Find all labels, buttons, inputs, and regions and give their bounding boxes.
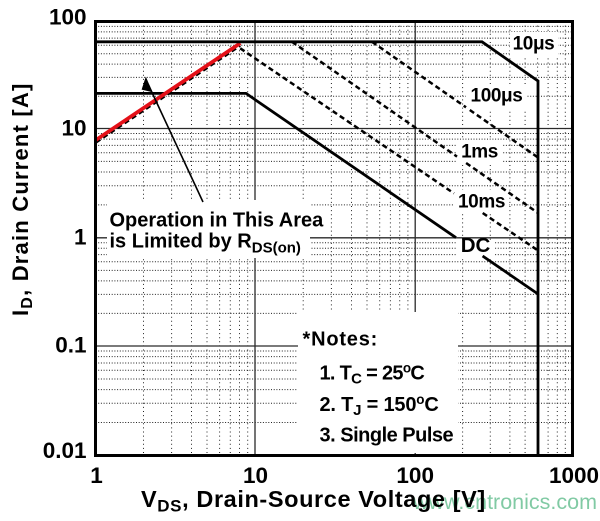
svg-text:1000: 1000: [549, 463, 599, 488]
svg-text:10: 10: [61, 116, 86, 141]
svg-text:10μs: 10μs: [513, 34, 555, 55]
svg-text:DC: DC: [461, 234, 491, 257]
svg-text:100: 100: [396, 463, 434, 488]
svg-text:10ms: 10ms: [458, 192, 505, 213]
svg-text:Operation in This Area: Operation in This Area: [110, 210, 325, 232]
svg-text:1: 1: [74, 225, 87, 250]
svg-text:VDS, Drain-Source Voltage [V]: VDS, Drain-Source Voltage [V]: [141, 486, 486, 516]
svg-text:0.01: 0.01: [43, 438, 87, 463]
svg-text:*Notes:: *Notes:: [303, 329, 379, 351]
svg-text:ID, Drain Current [A]: ID, Drain Current [A]: [8, 82, 36, 316]
svg-text:100μs: 100μs: [471, 86, 523, 107]
svg-text:100: 100: [49, 5, 87, 30]
svg-text:0.1: 0.1: [55, 333, 86, 358]
svg-text:10: 10: [243, 463, 268, 488]
svg-text:1: 1: [90, 463, 103, 488]
svg-text:www.cntronics.com: www.cntronics.com: [412, 490, 597, 514]
svg-text:3. Single Pulse: 3. Single Pulse: [320, 425, 454, 447]
svg-text:1ms: 1ms: [461, 142, 498, 163]
